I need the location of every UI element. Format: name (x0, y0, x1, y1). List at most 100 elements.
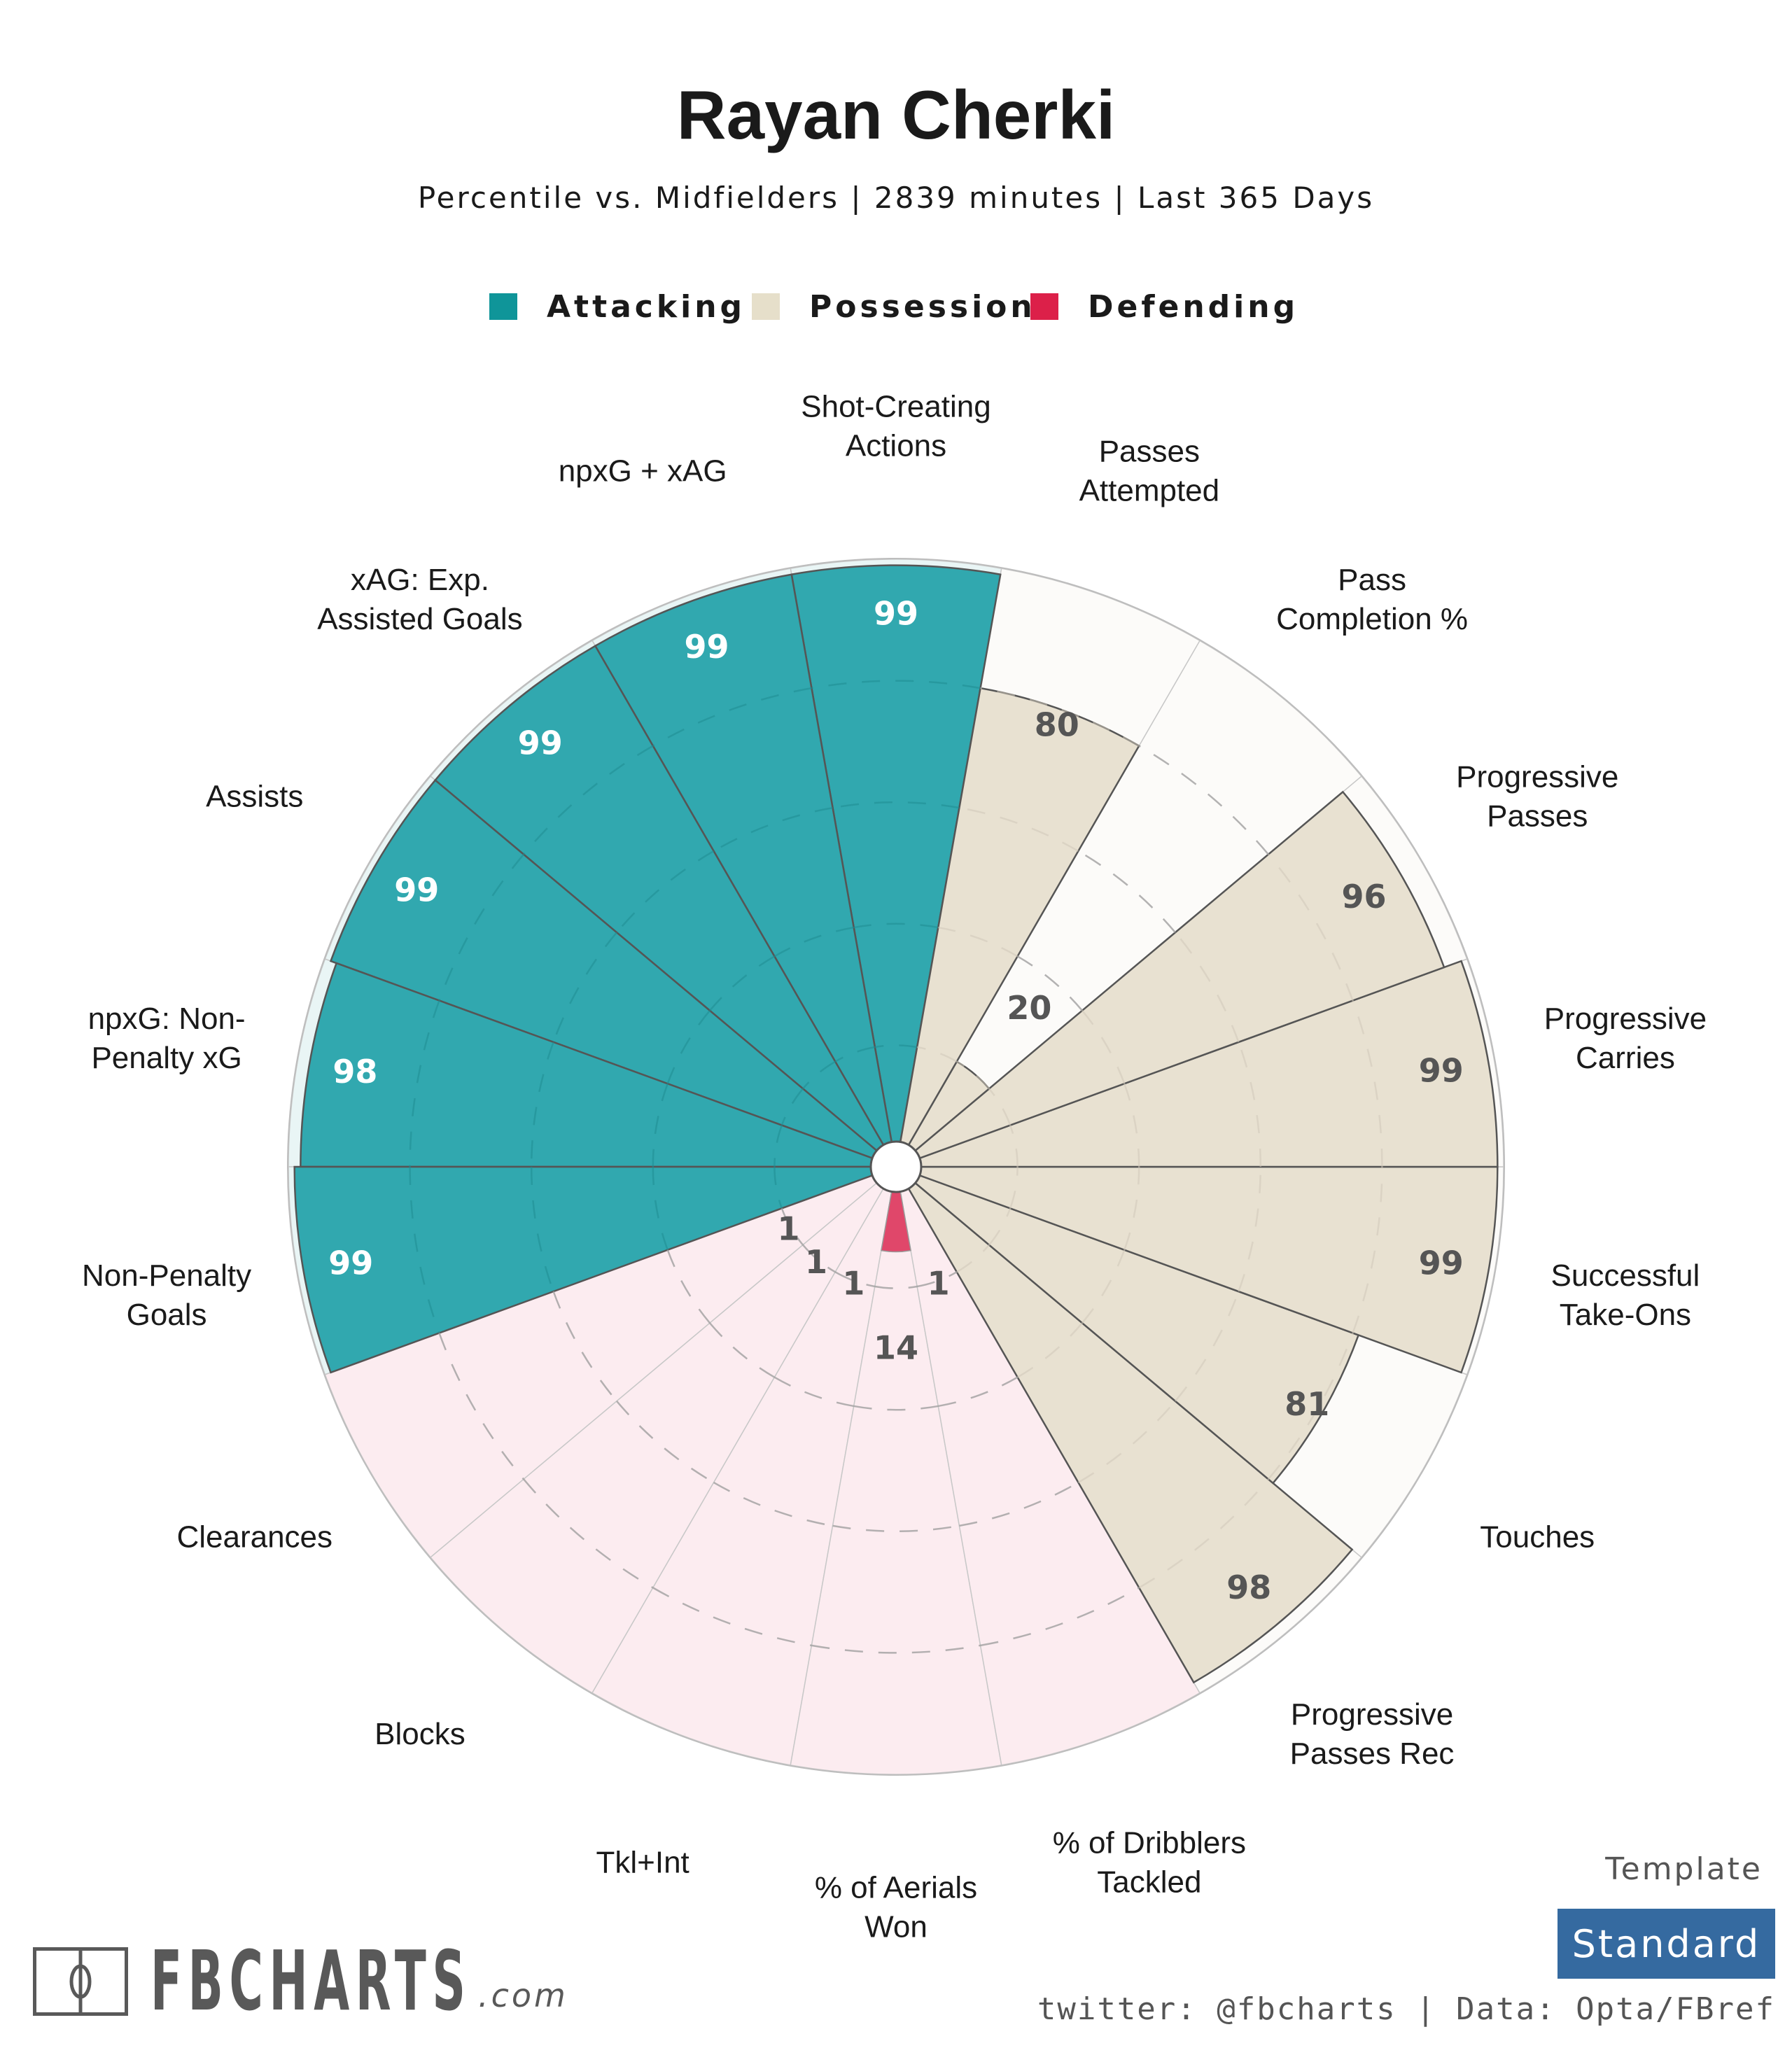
center-hole (869, 1140, 923, 1193)
value-label: 98 (332, 1053, 377, 1090)
gridline (713, 1481, 833, 1527)
value-label: 80 (1035, 706, 1079, 744)
value-label: 99 (1419, 1052, 1464, 1090)
gridline (980, 687, 1140, 747)
metric-label: Progressive Passes Rec (1290, 1697, 1455, 1771)
gridline (834, 1271, 876, 1288)
gridline (523, 745, 654, 855)
metric-label: Progressive Carries (1544, 1002, 1707, 1075)
metric-label: Touches (1480, 1520, 1595, 1555)
gridline (774, 1376, 854, 1408)
metric-label: Tkl+Int (596, 1846, 690, 1880)
legend-label-attacking: Attacking (547, 288, 746, 325)
gridline (713, 806, 833, 853)
gridline (802, 1060, 836, 1090)
gridline (774, 1166, 783, 1209)
value-label: 96 (1342, 878, 1387, 916)
pitch-icon (33, 1947, 128, 2016)
gridline (709, 955, 776, 1011)
metric-label: npxG: Non-Penalty xG (88, 1002, 246, 1075)
value-label: 99 (394, 871, 439, 909)
template-label: Template (1605, 1851, 1763, 1887)
legend-item-possession: Possession (752, 286, 1036, 328)
value-label: 1 (927, 1265, 950, 1303)
gridline (780, 1207, 804, 1246)
bar-possession (895, 1165, 1360, 1485)
gridline (616, 850, 715, 934)
gridline (409, 1166, 440, 1333)
metric-label: % of Aerials Won (815, 1871, 977, 1944)
gridline (616, 1400, 715, 1484)
gridline (1124, 1083, 1140, 1167)
bar-possession (895, 1165, 1499, 1374)
gridline (938, 1376, 1018, 1408)
gridline (1016, 1322, 1083, 1378)
metric-label: Successful Take-Ons (1551, 1258, 1700, 1332)
chart-subtitle: Percentile vs. Midfielders | 2839 minute… (417, 181, 1375, 215)
gridline (530, 1041, 554, 1167)
bar-attacking (329, 778, 897, 1168)
metric-label: Shot-Creating Actions (801, 390, 990, 463)
gridline (1267, 853, 1354, 1001)
value-label: 14 (874, 1329, 918, 1367)
bar-attacking (433, 645, 897, 1167)
gridline (409, 1000, 440, 1167)
value-label: 1 (805, 1243, 827, 1281)
background-slice (790, 1166, 1002, 1775)
gridline (552, 1291, 618, 1402)
gridline (709, 1322, 776, 1378)
metric-label: Passes Attempted (1079, 434, 1220, 507)
gridline (652, 687, 812, 747)
gridline (916, 1046, 958, 1062)
gridline (1352, 1000, 1383, 1167)
gridline (1124, 1166, 1140, 1251)
chart-title: Rayan Cherki (676, 76, 1116, 153)
background-slice (324, 1166, 897, 1558)
value-label: 81 (1284, 1385, 1329, 1423)
gridline (938, 926, 1018, 958)
legend-item-attacking: Attacking (489, 286, 746, 328)
background-slice (895, 640, 1362, 1167)
metric-label: Clearances (176, 1520, 332, 1555)
gridline (1009, 1125, 1018, 1167)
gridline (530, 1166, 554, 1292)
gridline (980, 1587, 1140, 1647)
gridline (1352, 1166, 1383, 1333)
gridline (666, 1249, 710, 1324)
bar-attacking (293, 1165, 897, 1374)
bar-possession (895, 960, 1499, 1168)
bar-attacking (594, 573, 897, 1167)
value-label: 98 (1226, 1569, 1271, 1606)
bar-attacking (790, 564, 1002, 1167)
metric-label: xAG: Exp. Assisted Goals (317, 563, 522, 636)
metric-label: Blocks (374, 1717, 465, 1751)
bar-possession (895, 790, 1446, 1168)
gridline (959, 806, 1079, 853)
gridline (652, 1083, 668, 1167)
gridline (438, 1333, 525, 1480)
credits: twitter: @fbcharts | Data: Opta/FBref (1037, 1991, 1775, 2027)
gridline (652, 1166, 668, 1251)
metric-labels: Shot-Creating Actions npxG + xAG xAG: Exp. A… (82, 390, 1707, 1944)
gridline (988, 1088, 1011, 1126)
metric-label: Pass Completion % (1276, 563, 1468, 636)
gridline (853, 1405, 939, 1411)
template-badge: Standard (1558, 1909, 1775, 1979)
metric-label: Non-Penalty Goals (82, 1258, 251, 1332)
value-label: 1 (777, 1210, 799, 1248)
fbcharts-logo: FBCHARTS .com (33, 1940, 668, 2022)
value-label: 1 (842, 1265, 864, 1303)
gridline (1077, 850, 1176, 934)
logo-suffix: .com (478, 1977, 568, 2014)
gridline (774, 1125, 783, 1167)
gridline (834, 1046, 876, 1062)
legend-item-defending: Defending (1030, 286, 1298, 328)
value-label: 99 (1419, 1244, 1464, 1282)
gridline (774, 926, 854, 958)
gridline (811, 1644, 981, 1654)
gridline (1138, 1478, 1269, 1589)
gridlines (409, 680, 1383, 1654)
legend-label-possession: Possession (809, 288, 1036, 325)
metric-label: Assists (206, 780, 303, 814)
